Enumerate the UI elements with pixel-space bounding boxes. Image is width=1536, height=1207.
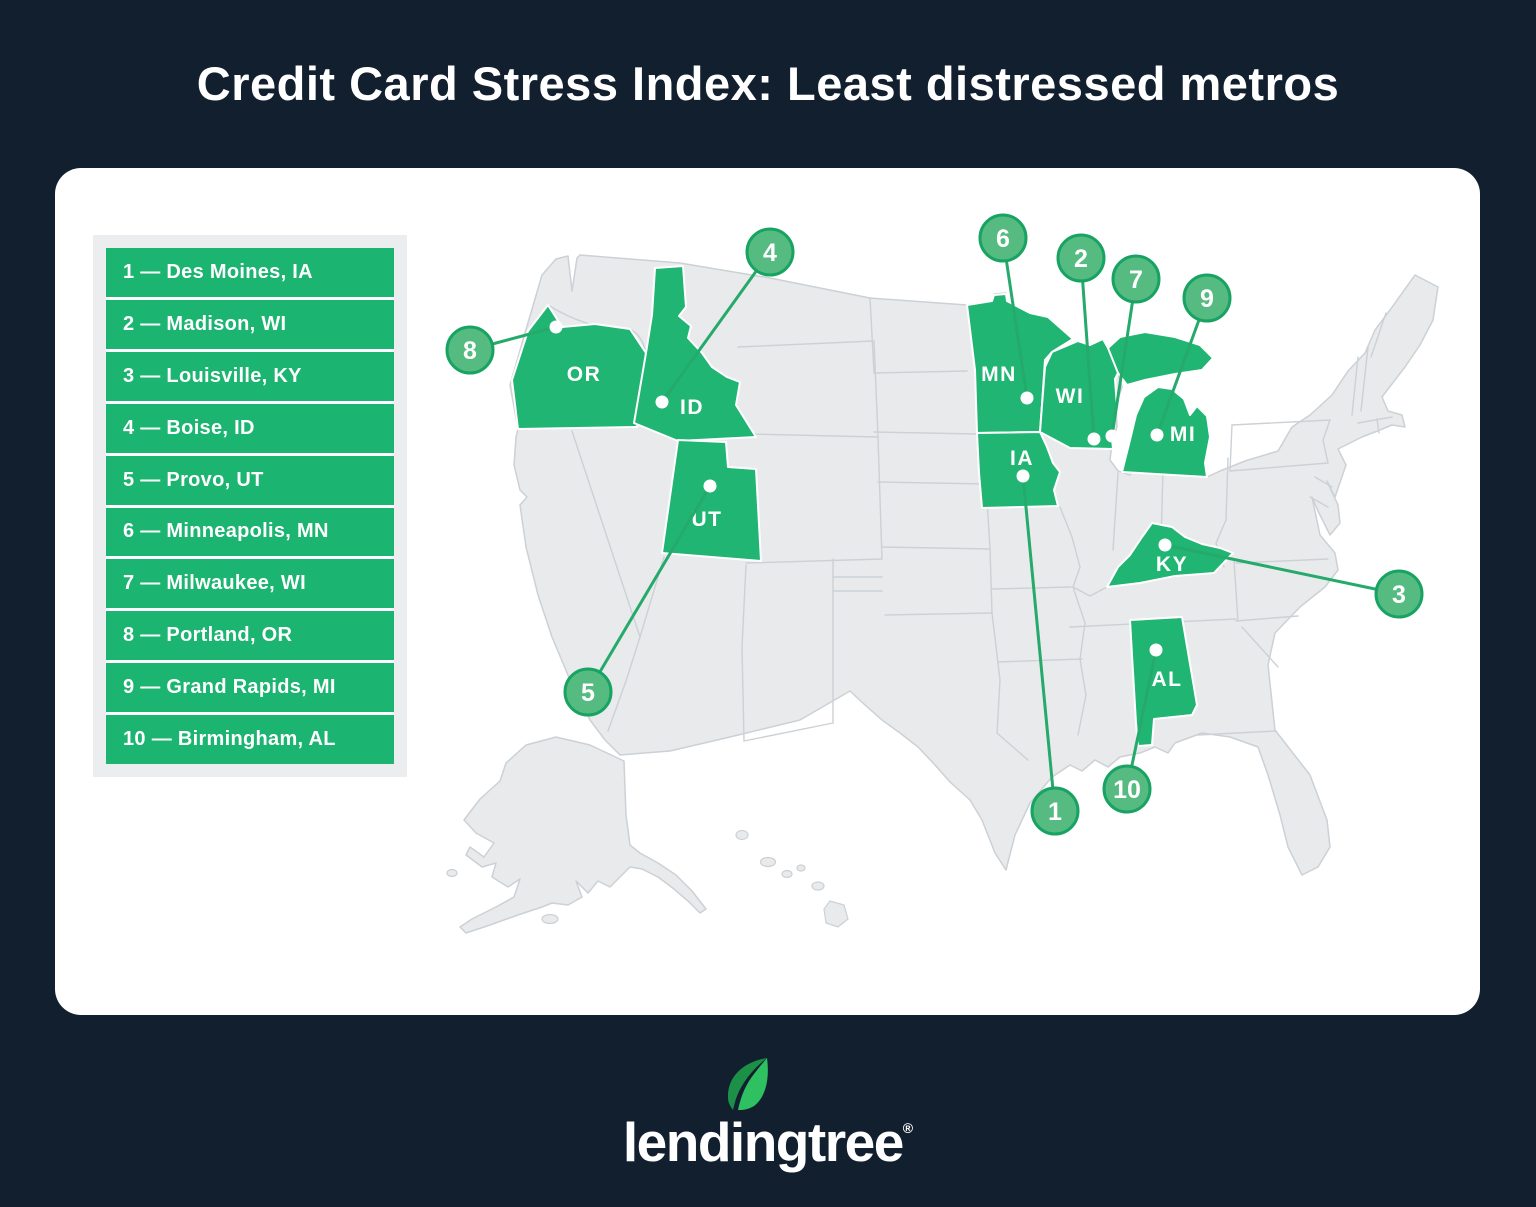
kodiak-island — [541, 913, 559, 925]
metro-dot-provo — [703, 479, 717, 493]
state-hawaii — [735, 829, 849, 928]
metro-dot-birmingham — [1149, 643, 1163, 657]
map-marker-5: 5 — [563, 667, 613, 717]
leader-line-5 — [586, 484, 712, 694]
state-labels: OR ID UT MN WI IA MI KY AL — [567, 363, 1196, 691]
legend-row-8: 8 — Portland, OR — [106, 611, 394, 661]
state-label-mn: MN — [981, 363, 1017, 386]
marker-number-6: 6 — [996, 225, 1010, 253]
marker-number-9: 9 — [1200, 285, 1214, 313]
leader-line-3 — [1163, 543, 1401, 596]
leader-line-4 — [660, 250, 772, 404]
state-label-ut: UT — [692, 508, 723, 531]
state-michigan-up — [1107, 331, 1214, 386]
state-label-mi: MI — [1170, 423, 1196, 446]
map-marker-2: 2 — [1056, 233, 1106, 283]
marker-number-5: 5 — [581, 679, 595, 707]
registered-mark: ® — [902, 1120, 914, 1136]
legend-list: 1 — Des Moines, IA 2 — Madison, WI 3 — L… — [106, 248, 394, 765]
map-marker-9: 9 — [1182, 273, 1232, 323]
legend-row-2: 2 — Madison, WI — [106, 299, 394, 349]
us-map: OR ID UT MN WI IA MI KY AL — [430, 175, 1490, 995]
leader-line-7 — [1110, 277, 1138, 438]
map-markers: 1 2 3 4 5 6 7 — [445, 213, 1424, 836]
legend-row-1: 1 — Des Moines, IA — [106, 248, 394, 297]
legend: 1 — Des Moines, IA 2 — Madison, WI 3 — L… — [93, 235, 407, 777]
legend-row-6: 6 — Minneapolis, MN — [106, 507, 394, 557]
state-iowa — [976, 431, 1061, 509]
metro-dot-milwaukee — [1105, 429, 1119, 443]
metro-dot-louisville — [1158, 538, 1172, 552]
state-borders — [547, 297, 1393, 761]
leader-line-2 — [1079, 256, 1096, 441]
marker-number-1: 1 — [1048, 798, 1062, 826]
marker-number-3: 3 — [1392, 581, 1406, 609]
metro-dot-des-moines — [1016, 469, 1030, 483]
state-label-al: AL — [1152, 668, 1183, 691]
state-kentucky — [1106, 522, 1234, 588]
marker-number-10: 10 — [1113, 776, 1141, 804]
metro-dot-portland — [549, 320, 563, 334]
map-marker-6: 6 — [978, 213, 1028, 263]
us-map-svg: OR ID UT MN WI IA MI KY AL — [445, 213, 1439, 934]
state-label-wi: WI — [1056, 385, 1085, 408]
map-marker-7: 7 — [1111, 254, 1161, 304]
map-marker-3: 3 — [1374, 569, 1424, 619]
state-alaska — [459, 736, 707, 934]
map-marker-1: 1 — [1030, 786, 1080, 836]
state-label-or: OR — [567, 363, 602, 386]
brand-name: lendingtree — [622, 1111, 904, 1173]
metro-dot-minneapolis — [1020, 391, 1034, 405]
map-marker-8: 8 — [445, 325, 495, 375]
marker-number-8: 8 — [463, 337, 477, 365]
state-label-id: ID — [680, 396, 704, 419]
metro-dot-boise — [655, 395, 669, 409]
page-title: Credit Card Stress Index: Least distress… — [196, 57, 1340, 110]
metro-dot-madison — [1087, 432, 1101, 446]
leader-line-6 — [1001, 236, 1029, 400]
state-michigan — [1121, 386, 1211, 478]
legend-row-7: 7 — Milwaukee, WI — [106, 559, 394, 609]
metro-dots — [549, 320, 1172, 657]
highlighted-states — [511, 265, 1234, 747]
alaska-island — [446, 868, 458, 878]
lendingtree-logo: lendingtree® — [0, 1058, 1536, 1178]
leader-line-1 — [1021, 474, 1057, 813]
metro-dot-grand-rapids — [1150, 428, 1164, 442]
state-alabama — [1129, 616, 1198, 747]
map-marker-10: 10 — [1102, 764, 1152, 814]
legend-row-5: 5 — Provo, UT — [106, 455, 394, 505]
map-marker-4: 4 — [745, 227, 795, 277]
legend-row-10: 10 — Birmingham, AL — [106, 715, 394, 765]
marker-number-7: 7 — [1129, 266, 1143, 294]
marker-number-4: 4 — [763, 239, 777, 267]
legend-row-3: 3 — Louisville, KY — [106, 351, 394, 401]
infographic-card: 1 — Des Moines, IA 2 — Madison, WI 3 — L… — [55, 168, 1480, 1015]
legend-row-9: 9 — Grand Rapids, MI — [106, 663, 394, 713]
leaf-icon — [727, 1058, 768, 1110]
legend-row-4: 4 — Boise, ID — [106, 403, 394, 453]
state-label-ky: KY — [1156, 553, 1188, 576]
state-utah — [661, 439, 762, 562]
state-label-ia: IA — [1010, 447, 1034, 470]
marker-number-2: 2 — [1074, 245, 1088, 273]
